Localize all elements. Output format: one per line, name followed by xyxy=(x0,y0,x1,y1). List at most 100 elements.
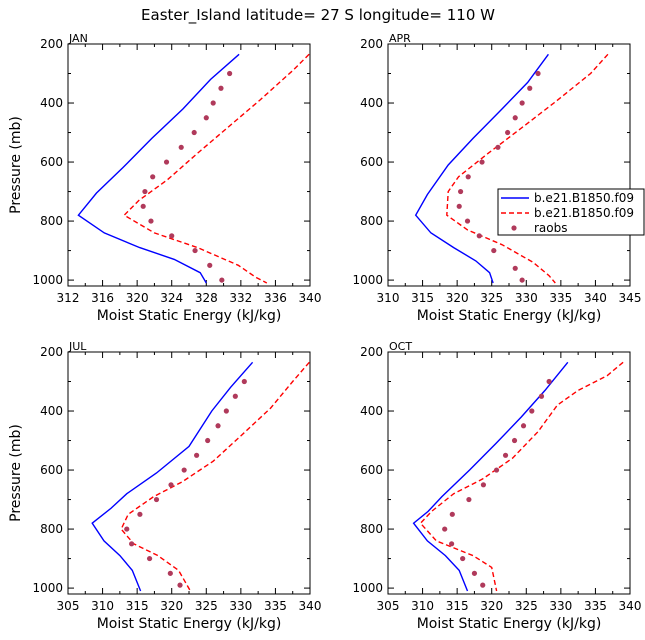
raobs-point xyxy=(442,526,448,532)
y-tick-label: 800 xyxy=(360,214,383,228)
raobs-point xyxy=(205,437,211,444)
x-tick-label: 310 xyxy=(411,599,434,613)
x-tick-label: 315 xyxy=(126,599,149,613)
plot-frame xyxy=(387,351,631,595)
raobs-point xyxy=(529,408,535,414)
x-tick-label: 305 xyxy=(377,599,400,613)
y-tick-label: 400 xyxy=(360,96,383,110)
x-tick-label: 312 xyxy=(57,291,80,305)
y-tick-label: 800 xyxy=(360,522,383,536)
raobs-point xyxy=(124,526,130,532)
raobs-point xyxy=(223,408,229,414)
series-line-solid xyxy=(414,53,549,284)
raobs-point xyxy=(168,482,174,488)
y-tick-label: 200 xyxy=(40,37,63,51)
panel-label: JUL xyxy=(68,340,87,353)
x-tick-label: 340 xyxy=(299,599,322,613)
raobs-point xyxy=(512,115,518,121)
y-tick-label: 400 xyxy=(360,404,383,418)
raobs-point xyxy=(512,265,518,271)
raobs-point xyxy=(456,203,462,209)
x-tick-label: 325 xyxy=(195,599,218,613)
x-tick-label: 340 xyxy=(584,291,607,305)
legend-label: b.e21.B1850.f09 xyxy=(534,191,634,205)
x-tick-label: 330 xyxy=(515,291,538,305)
raobs-point xyxy=(502,452,509,458)
x-tick-label: 340 xyxy=(299,291,322,305)
panel-jan: 312 316 320 324 328 332 336 340 200 400 600 800 1000… xyxy=(8,32,321,324)
raobs-point xyxy=(505,129,511,136)
panel-jul: 305 310 315 320 325 330 335 340 200 400 600 800 1000… xyxy=(8,340,321,632)
legend-box xyxy=(497,188,645,236)
raobs-point xyxy=(203,115,209,121)
y-tick-label: 200 xyxy=(360,37,383,51)
raobs-point xyxy=(140,203,146,209)
series-line-dashed xyxy=(446,53,609,284)
raobs-point xyxy=(178,144,184,150)
y-tick-label: 200 xyxy=(40,345,63,359)
x-tick-label: 315 xyxy=(411,291,434,305)
raobs-point xyxy=(232,393,238,399)
y-tick-label: 600 xyxy=(40,155,63,169)
x-tick-label: 330 xyxy=(229,599,252,613)
raobs-point xyxy=(219,277,225,283)
raobs-point xyxy=(169,233,175,239)
x-tick-label: 328 xyxy=(195,291,218,305)
raobs-point xyxy=(218,85,224,91)
raobs-point xyxy=(227,70,233,77)
y-tick-label: 400 xyxy=(40,96,63,110)
raobs-point xyxy=(167,570,173,576)
x-tick-label: 310 xyxy=(377,291,400,305)
raobs-point xyxy=(163,159,170,165)
raobs-point xyxy=(479,159,485,165)
y-tick-label: 1000 xyxy=(352,581,383,595)
x-tick-label: 315 xyxy=(446,599,469,613)
panel-label: JAN xyxy=(68,32,88,45)
raobs-point xyxy=(210,100,216,106)
x-tick-label: 340 xyxy=(619,599,642,613)
legend-label: raobs xyxy=(534,221,568,235)
panel-apr: 310 315 320 325 330 335 340 345 200 400 600 800 1000… xyxy=(352,32,641,324)
x-tick-label: 345 xyxy=(619,291,642,305)
raobs-point xyxy=(177,582,183,588)
x-axis-title: Moist Static Energy (kJ/kg) xyxy=(417,308,602,324)
raobs-point xyxy=(241,378,247,385)
x-tick-label: 310 xyxy=(91,599,114,613)
series-line-dashed xyxy=(419,361,624,592)
raobs-point xyxy=(207,262,213,268)
x-tick-label: 332 xyxy=(229,291,252,305)
plot-frame xyxy=(67,351,311,595)
series-line-dashed xyxy=(123,53,310,284)
y-tick-label: 1000 xyxy=(32,273,63,287)
x-axis-title: Moist Static Energy (kJ/kg) xyxy=(417,616,602,632)
raobs-point xyxy=(491,247,497,254)
raobs-point xyxy=(142,188,148,195)
raobs-point xyxy=(546,378,552,385)
x-tick-label: 335 xyxy=(584,599,607,613)
series-line-solid xyxy=(412,361,569,592)
y-tick-label: 400 xyxy=(40,404,63,418)
raobs-point xyxy=(464,218,471,224)
raobs-point xyxy=(495,144,501,150)
x-tick-label: 330 xyxy=(549,599,572,613)
x-tick-label: 305 xyxy=(57,599,80,613)
raobs-point xyxy=(471,570,478,576)
raobs-point xyxy=(476,233,482,239)
raobs-point xyxy=(466,496,472,503)
y-axis-title: Pressure (mb) xyxy=(8,424,24,522)
raobs-point xyxy=(191,129,197,136)
panel-label: APR xyxy=(389,32,411,45)
raobs-point xyxy=(527,85,533,91)
y-tick-label: 200 xyxy=(360,345,383,359)
y-tick-label: 1000 xyxy=(32,581,63,595)
y-tick-label: 600 xyxy=(360,463,383,477)
raobs-point xyxy=(153,496,160,503)
plot-frame xyxy=(67,43,311,287)
x-tick-label: 325 xyxy=(480,291,503,305)
x-tick-label: 320 xyxy=(160,599,183,613)
raobs-point xyxy=(181,467,187,473)
x-tick-label: 325 xyxy=(515,599,538,613)
panel-oct: 305 310 315 320 325 330 335 340 200 400 600 800 1000… xyxy=(352,340,641,632)
raobs-point xyxy=(150,174,156,180)
